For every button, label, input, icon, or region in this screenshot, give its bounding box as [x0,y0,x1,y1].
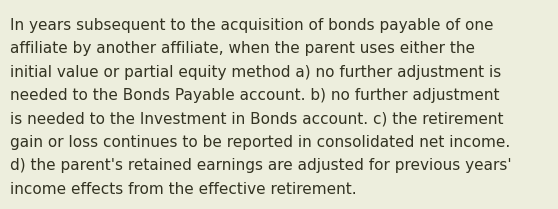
Text: d) the parent's retained earnings are adjusted for previous years': d) the parent's retained earnings are ad… [10,158,512,173]
Text: In years subsequent to the acquisition of bonds payable of one: In years subsequent to the acquisition o… [10,18,493,33]
Text: is needed to the Investment in Bonds account. c) the retirement: is needed to the Investment in Bonds acc… [10,111,503,126]
Text: needed to the Bonds Payable account. b) no further adjustment: needed to the Bonds Payable account. b) … [10,88,499,103]
Text: income effects from the effective retirement.: income effects from the effective retire… [10,182,357,197]
Text: initial value or partial equity method a) no further adjustment is: initial value or partial equity method a… [10,65,501,80]
Text: affiliate by another affiliate, when the parent uses either the: affiliate by another affiliate, when the… [10,41,475,56]
Text: gain or loss continues to be reported in consolidated net income.: gain or loss continues to be reported in… [10,135,511,150]
